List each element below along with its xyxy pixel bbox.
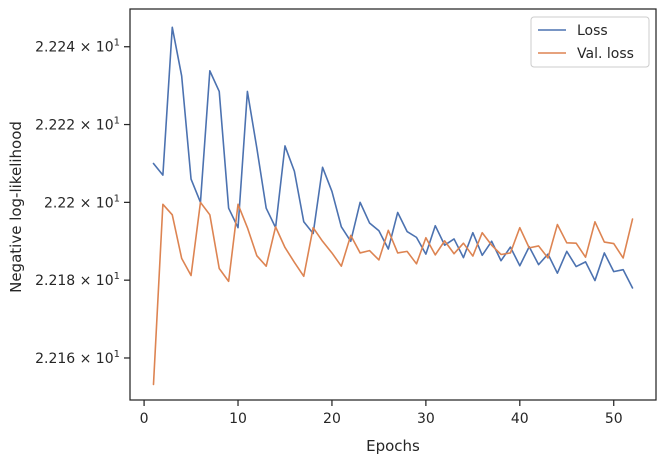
y-axis-label: Negative log-likelihood <box>7 121 25 293</box>
y-tick-label: 2.216 × 101 <box>35 349 120 367</box>
y-tick-label: 2.224 × 101 <box>35 38 120 56</box>
series-line-val-loss <box>152 201 634 386</box>
y-tick-label: 2.22 × 101 <box>44 193 120 211</box>
x-tick-label: 40 <box>511 411 529 427</box>
x-tick-label: 50 <box>605 411 623 427</box>
legend-label-loss: Loss <box>577 23 608 39</box>
x-tick-label: 30 <box>417 411 435 427</box>
plot-area <box>129 8 657 401</box>
x-tick-label: 20 <box>323 411 341 427</box>
x-tick-label: 0 <box>140 411 149 427</box>
y-tick-label: 2.222 × 101 <box>35 116 120 134</box>
y-axis: 2.216 × 101 2.218 × 101 2.22 × 101 2.222 × … <box>35 38 130 367</box>
series-layer <box>152 26 634 386</box>
x-axis-label: Epochs <box>366 437 420 455</box>
x-axis: 0 10 20 30 40 50 <box>140 400 623 427</box>
legend: Loss Val. loss <box>530 16 650 68</box>
x-tick-label: 10 <box>229 411 247 427</box>
series-line-loss <box>152 26 634 289</box>
legend-label-val-loss: Val. loss <box>577 46 634 62</box>
y-tick-label: 2.218 × 101 <box>35 271 120 289</box>
